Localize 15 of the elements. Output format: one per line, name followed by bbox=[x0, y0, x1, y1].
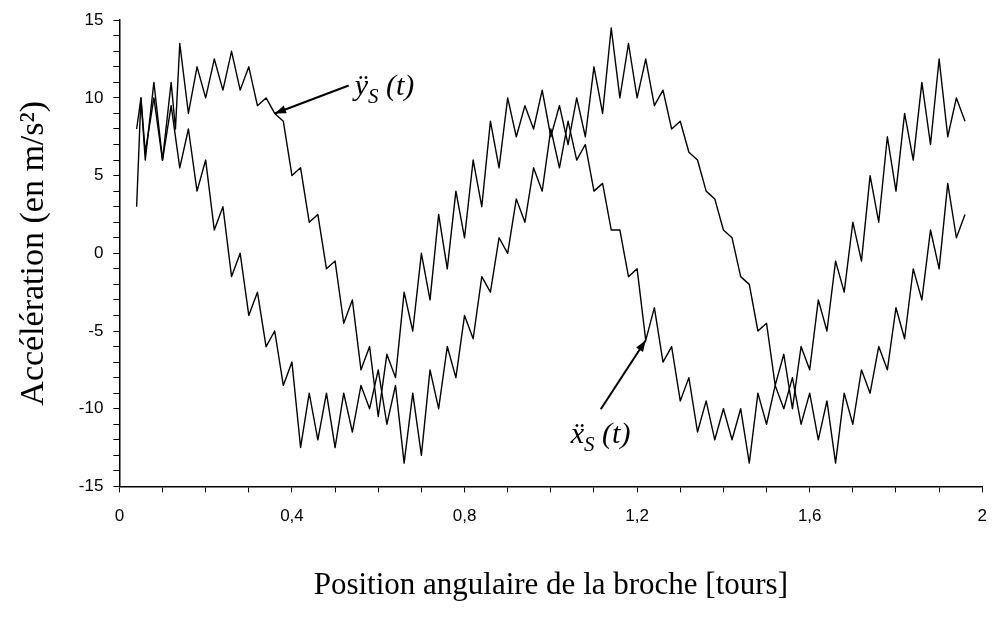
y-axis-title: Accélération (en m/s²) bbox=[13, 100, 52, 406]
y-tick-label: 15 bbox=[84, 9, 104, 29]
y-tick-label: 0 bbox=[93, 242, 104, 262]
x-tick-label: 1,6 bbox=[797, 506, 822, 526]
y-tick-label: 5 bbox=[93, 165, 104, 185]
y-tick-label: -10 bbox=[78, 398, 104, 418]
x-axis-title: Position angulaire de la broche [tours] bbox=[313, 565, 788, 601]
x-tick-label: 0,4 bbox=[280, 506, 304, 526]
x-tick-label: 1,2 bbox=[625, 506, 649, 526]
x-tick-label: 2 bbox=[977, 506, 988, 526]
x-tick-label: 0 bbox=[114, 506, 125, 526]
y-tick-label: 10 bbox=[84, 87, 104, 107]
y-tick-label: -15 bbox=[78, 476, 104, 496]
x-tick-label: 0,8 bbox=[452, 506, 477, 526]
y-tick-label: -5 bbox=[88, 320, 104, 340]
